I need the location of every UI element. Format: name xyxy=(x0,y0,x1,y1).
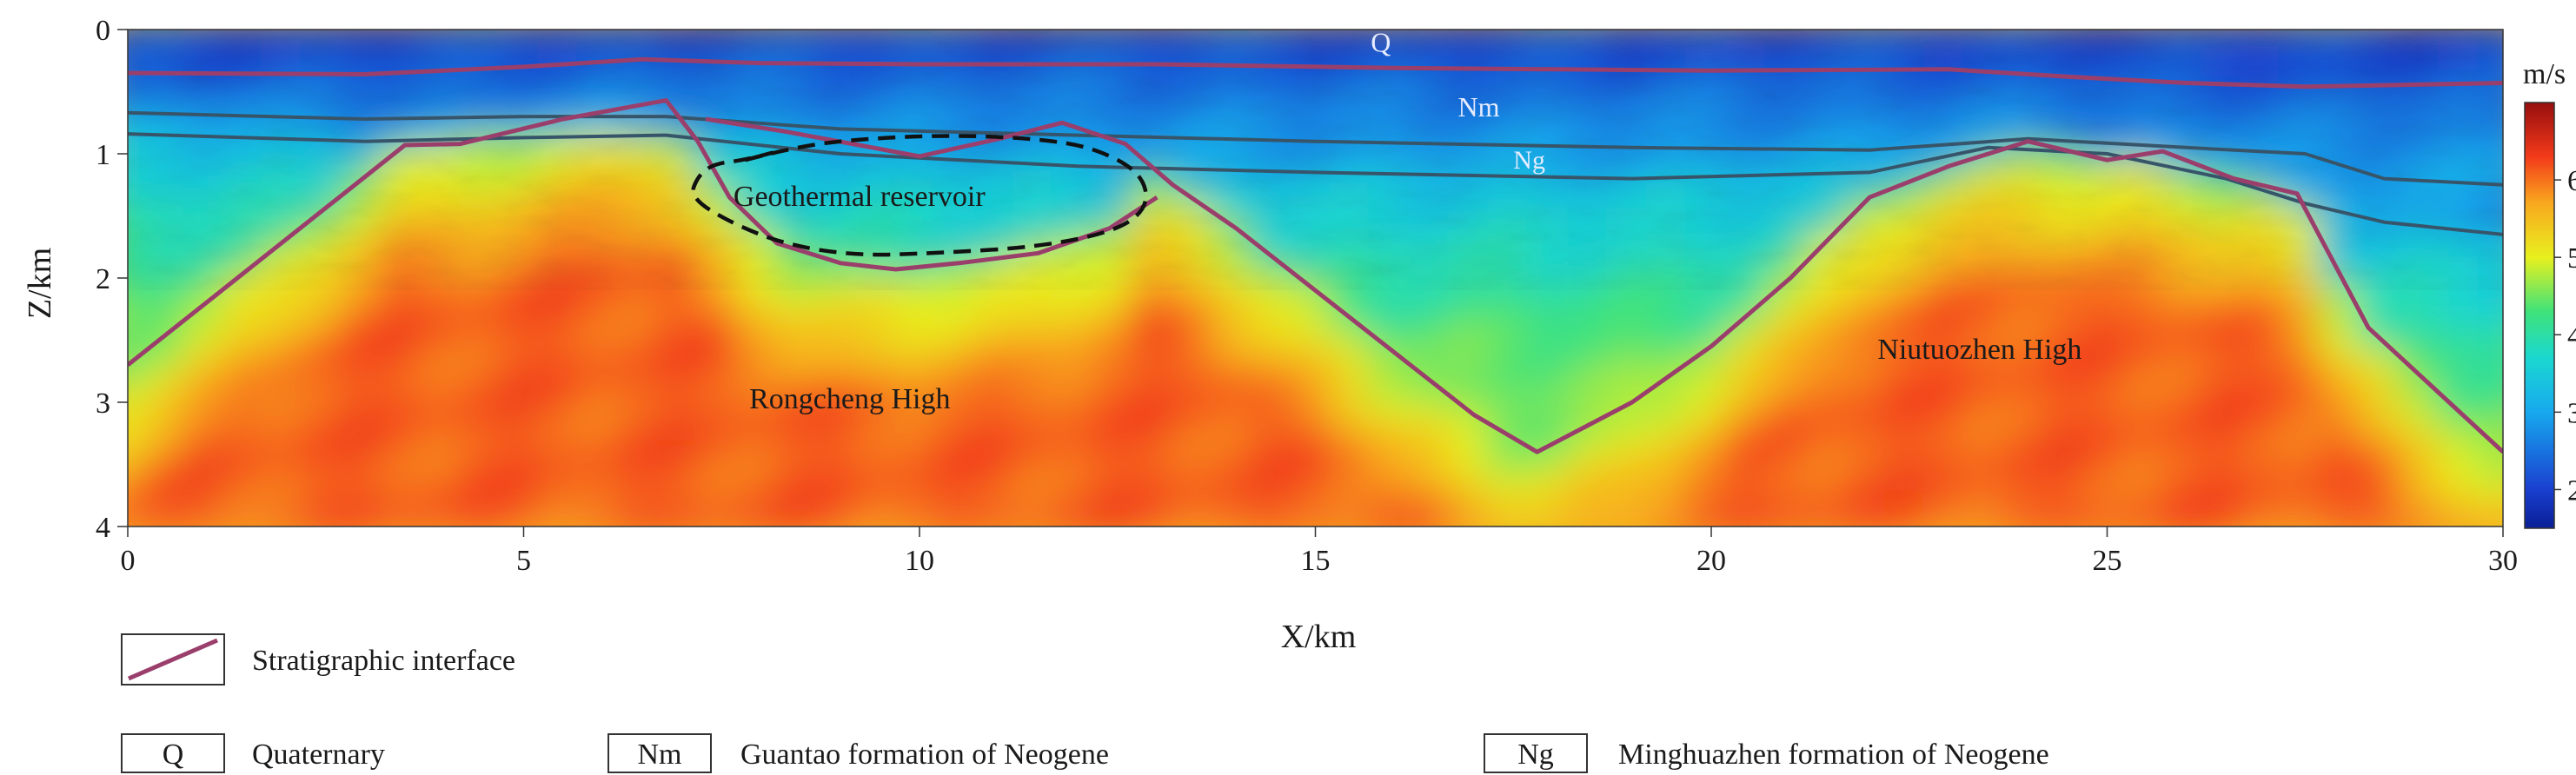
stratigraphic-interfaces xyxy=(128,56,2503,454)
interface-sag-bottom xyxy=(705,116,2503,454)
annotation-rongcheng-high: Rongcheng High xyxy=(749,383,950,415)
annotation-ng: Ng xyxy=(1513,146,1545,175)
x-tick-label: 10 xyxy=(905,545,934,577)
colorbar: m/s 2000 3000 4000 5000 6000 xyxy=(2523,58,2576,529)
annotation-nm: Nm xyxy=(1458,91,1500,123)
legend: Stratigraphic interface Q Quaternary Nm … xyxy=(121,633,2049,773)
x-tick-label: 15 xyxy=(1301,545,1331,577)
legend-label-guantao: Guantao formation of Neogene xyxy=(740,739,1109,771)
x-tick-label: 0 xyxy=(121,545,136,577)
y-tick-label: 2 xyxy=(96,263,110,295)
annotation-q: Q xyxy=(1371,27,1391,58)
interface-rongcheng-high-western-fault xyxy=(128,98,1159,368)
annotation-geothermal-reservoir: Geothermal reservoir xyxy=(734,181,986,213)
legend-label-quaternary: Quaternary xyxy=(252,739,385,771)
annotations: Q Nm Ng Geothermal reservoir Rongcheng High N… xyxy=(734,27,2082,415)
legend-code-q: Q xyxy=(163,739,184,771)
x-axis-label: X/km xyxy=(1281,619,1357,655)
y-tick-label: 1 xyxy=(96,139,110,171)
geothermal-reservoir-outline xyxy=(691,134,1148,257)
colorbar-tick-label: 5000 xyxy=(2567,242,2576,275)
y-tick-label: 3 xyxy=(96,388,110,420)
colorbar-tick-label: 6000 xyxy=(2567,165,2576,197)
colorbar-gradient xyxy=(2524,102,2555,529)
interface-line-symbol xyxy=(128,638,218,681)
legend-label-minghuazhen: Minghuazhen formation of Neogene xyxy=(1618,739,2049,771)
y-axis: 0 1 2 3 4 xyxy=(96,15,128,544)
legend-interface-label: Stratigraphic interface xyxy=(252,645,515,677)
y-axis-label: Z/km xyxy=(22,248,58,319)
interface-nm-base xyxy=(128,110,2503,187)
x-tick-label: 30 xyxy=(2488,545,2518,577)
legend-item-minghuazhen: Ng Minghuazhen formation of Neogene xyxy=(1484,733,2049,773)
legend-code-box xyxy=(1484,733,1588,773)
x-tick-label: 5 xyxy=(516,545,531,577)
legend-code-box xyxy=(607,733,712,773)
colorbar-ticks: 2000 3000 4000 5000 6000 xyxy=(2554,165,2576,507)
x-tick-label: 25 xyxy=(2093,545,2122,577)
x-tick-label: 20 xyxy=(1696,545,1726,577)
legend-interface: Stratigraphic interface xyxy=(121,633,515,686)
interface-ng-base xyxy=(128,132,2503,236)
colorbar-tick-label: 3000 xyxy=(2567,397,2576,429)
legend-item-guantao: Nm Guantao formation of Neogene xyxy=(607,733,1109,773)
legend-code-nm: Nm xyxy=(638,739,682,771)
x-axis: 0 5 10 15 20 25 30 xyxy=(121,527,2518,577)
colorbar-tick-label: 4000 xyxy=(2567,320,2576,352)
annotation-niutuozhen-high: Niutuozhen High xyxy=(1877,334,2081,366)
legend-item-quaternary: Q Quaternary xyxy=(121,733,385,773)
legend-code-box xyxy=(121,733,225,773)
y-tick-label: 0 xyxy=(96,15,110,47)
y-tick-label: 4 xyxy=(96,512,110,544)
legend-code-ng: Ng xyxy=(1517,739,1554,771)
colorbar-unit: m/s xyxy=(2523,58,2566,90)
interface-q-base xyxy=(128,56,2503,89)
velocity-heatmap xyxy=(128,30,2503,527)
colorbar-tick-label: 2000 xyxy=(2567,474,2576,507)
